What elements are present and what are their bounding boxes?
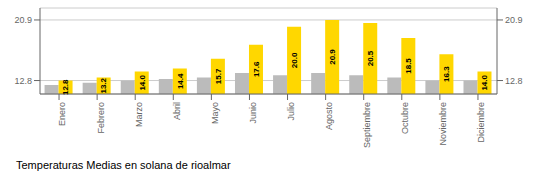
- svg-text:14.0: 14.0: [480, 74, 489, 90]
- svg-text:18.5: 18.5: [404, 58, 413, 74]
- svg-text:12.8: 12.8: [505, 76, 523, 86]
- svg-text:17.6: 17.6: [252, 61, 261, 77]
- svg-text:20.9: 20.9: [14, 15, 32, 25]
- svg-text:13.2: 13.2: [99, 77, 108, 93]
- svg-text:Febrero: Febrero: [96, 102, 106, 134]
- svg-text:Agosto: Agosto: [324, 102, 334, 130]
- svg-text:20.0: 20.0: [290, 52, 299, 68]
- svg-text:16.3: 16.3: [442, 66, 451, 82]
- svg-text:Junio: Junio: [248, 102, 258, 124]
- svg-text:Marzo: Marzo: [134, 102, 144, 127]
- svg-text:Noviembre: Noviembre: [438, 102, 448, 146]
- svg-text:15.7: 15.7: [214, 68, 223, 84]
- svg-text:20.5: 20.5: [366, 50, 375, 66]
- svg-text:Diciembre: Diciembre: [476, 102, 486, 143]
- html-text:Temperaturas Medias en solana: Temperaturas Medias en solana de rioalma…: [16, 159, 231, 171]
- svg-text:Septiembre: Septiembre: [362, 102, 372, 148]
- svg-text:12.8: 12.8: [14, 76, 32, 86]
- svg-text:14.4: 14.4: [176, 73, 185, 89]
- svg-text:Julio: Julio: [286, 102, 296, 121]
- svg-text:Enero: Enero: [57, 102, 67, 126]
- svg-text:20.9: 20.9: [328, 49, 337, 65]
- svg-text:12.8: 12.8: [61, 79, 70, 95]
- svg-text:Mayo: Mayo: [210, 102, 220, 124]
- svg-text:Octubre: Octubre: [400, 102, 410, 134]
- svg-text:20.9: 20.9: [505, 15, 523, 25]
- svg-text:Abril: Abril: [172, 102, 182, 120]
- svg-text:14.0: 14.0: [138, 74, 147, 90]
